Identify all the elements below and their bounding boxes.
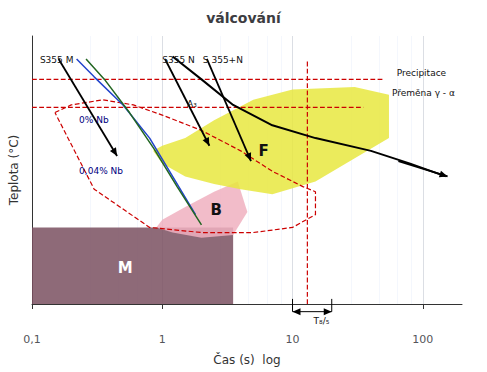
svg-text:100: 100 bbox=[412, 333, 433, 346]
svg-text:0,1: 0,1 bbox=[23, 333, 41, 346]
svg-text:T₈/₅: T₈/₅ bbox=[313, 316, 330, 326]
svg-text:B: B bbox=[211, 201, 222, 219]
svg-text:10: 10 bbox=[286, 333, 300, 346]
svg-text:Precipitace: Precipitace bbox=[397, 68, 447, 78]
svg-text:M: M bbox=[118, 259, 133, 277]
svg-text:S355 N: S355 N bbox=[162, 55, 194, 65]
svg-text:A₃: A₃ bbox=[187, 99, 197, 109]
svg-text:Čas (s) log: Čas (s) log bbox=[213, 352, 280, 367]
svg-text:Teplota (°C): Teplota (°C) bbox=[7, 135, 21, 207]
svg-text:válcování: válcování bbox=[206, 10, 282, 26]
svg-text:Přeměna γ - α: Přeměna γ - α bbox=[392, 88, 455, 98]
svg-text:S355 M: S355 M bbox=[40, 55, 74, 65]
svg-text:1: 1 bbox=[159, 333, 166, 346]
svg-text:S 355+N: S 355+N bbox=[203, 55, 243, 65]
svg-text:0,04% Nb: 0,04% Nb bbox=[79, 166, 123, 176]
svg-text:0% Nb: 0% Nb bbox=[79, 115, 109, 125]
svg-text:F: F bbox=[259, 142, 269, 160]
